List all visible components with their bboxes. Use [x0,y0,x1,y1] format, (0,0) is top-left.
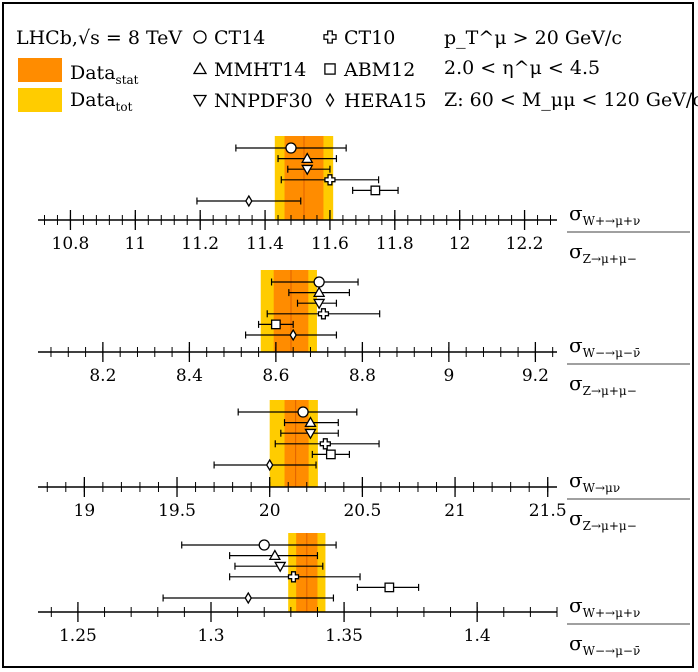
legend-marker-triangle-up-icon [192,61,208,75]
panel-1: 8.2 8.4 8.6 8.8 9 9.2 σW−→μ−ν̄ σZ→μ+μ− [38,270,690,398]
panel-2: 19 19.5 20 20.5 21 21.5σW→μν σZ→μ+μ− [38,400,690,533]
tick-label: 8.8 [349,366,376,386]
panel-2-ratio-denominator: σZ→μ+μ− [569,506,637,533]
point-ct10-marker [287,571,300,583]
panel-1-ratio-numerator: σW−→μ−ν̄ [569,333,640,360]
tick-label: 20 [259,501,281,521]
point-ct14-marker [297,406,309,418]
point-ct14-marker [258,539,270,551]
point-abm12-marker [325,449,336,460]
tick-label: 19.5 [158,501,196,521]
point-nnpdf30-marker [274,561,287,573]
panel-3-ratio-numerator: σW+→μ+ν [569,593,640,620]
legend-marker-circle-icon [193,30,207,44]
legend-energy: √s = 8 TeV [78,27,182,49]
tick-label: 1.3 [197,626,224,646]
tick-label: 11.2 [181,234,219,254]
legend-pdf-entries: CT14 MMHT14 NNPDF30 CT10 ABM12 HERA15 [192,27,427,112]
tick-label: 11.6 [311,234,349,254]
tick-label: 11.8 [376,234,414,254]
legend-pdf-abm12: ABM12 [343,59,415,81]
legend-pdf-mmht14: MMHT14 [214,59,306,81]
legend: LHCb, √s = 8 TeV Datastat Datatot CT14 MM… [16,27,698,114]
panel-0: 10.8 11 11.2 11.4 11.6 11.8 12 12.2 σW+→μ+ν σZ→μ+… [38,136,690,266]
tick-label: 9.2 [522,366,549,386]
tick-label: 1.4 [464,626,491,646]
legend-cut-zmass: Z: 60 < M_μμ < 120 GeV/c² [444,89,698,111]
legend-stat-swatch [18,58,62,82]
legend-experiment: LHCb, [16,27,78,49]
point-hera15-marker [244,591,253,605]
legend-marker-triangle-down-icon [192,94,208,108]
legend-tot-label: Datatot [70,89,133,114]
point-ct14-marker [285,142,297,154]
tick-label: 8.4 [176,366,203,386]
point-mmht14-marker [304,416,317,428]
tick-label: 8.2 [89,366,116,386]
legend-cut-pt: p_T^μ > 20 GeV/c [444,27,622,49]
panel-2-ratio-numerator: σW→μν [569,468,620,495]
point-nnpdf30-marker [304,428,317,440]
legend-marker-square-icon [324,63,336,75]
tick-label: 11.4 [246,234,284,254]
legend-marker-cross-icon [323,30,337,44]
panel-0-ratio-denominator: σZ→μ+μ− [569,239,637,266]
tick-label: 21 [444,501,466,521]
legend-pdf-nnpdf30: NNPDF30 [214,90,313,112]
point-abm12-marker [270,319,281,330]
legend-stat-label: Datastat [70,62,139,87]
legend-pdf-ct10: CT10 [344,27,395,49]
point-abm12-marker [370,185,381,196]
point-ct10-marker [319,438,331,450]
point-ct10-marker [317,308,330,320]
point-ct10-marker [324,174,336,186]
panel-3: 1.25 1.3 1.35 1.4 σW+→μ+ν σW−→μ−ν̄ [38,533,690,658]
panels: 10.8 11 11.2 11.4 11.6 11.8 12 12.2 σW+→μ+ν σZ→μ+… [38,136,690,658]
panel-3-ratio-denominator: σW−→μ−ν̄ [569,631,640,658]
point-nnpdf30-marker [301,164,314,176]
tick-label: 20.5 [343,501,381,521]
tick-label: 1.25 [59,626,97,646]
tick-label: 12 [449,234,471,254]
legend-marker-diamond-icon [325,92,335,108]
point-hera15-marker [289,328,297,342]
tick-label: 12.2 [506,234,544,254]
tick-label: 11 [124,234,146,254]
tick-label: 21.5 [529,501,567,521]
legend-pdf-ct14: CT14 [214,27,265,49]
tick-label: 8.6 [262,366,289,386]
tick-label: 10.8 [52,234,90,254]
panel-1-ratio-denominator: σZ→μ+μ− [569,371,637,398]
legend-cut-eta: 2.0 < η^μ < 4.5 [444,57,600,79]
tick-label: 19 [74,501,96,521]
legend-pdf-hera15: HERA15 [344,90,427,112]
point-hera15-marker [245,194,253,208]
point-mmht14-marker [313,286,326,298]
point-nnpdf30-marker [313,298,326,310]
point-mmht14-marker [268,549,281,560]
panel-0-ratio-numerator: σW+→μ+ν [569,201,640,228]
tick-label: 1.35 [325,626,363,646]
point-ct14-marker [313,276,325,288]
legend-tot-swatch [18,88,62,112]
tick-label: 9 [443,366,454,386]
point-abm12-marker [384,582,395,593]
point-hera15-marker [265,458,274,472]
point-mmht14-marker [301,152,314,164]
